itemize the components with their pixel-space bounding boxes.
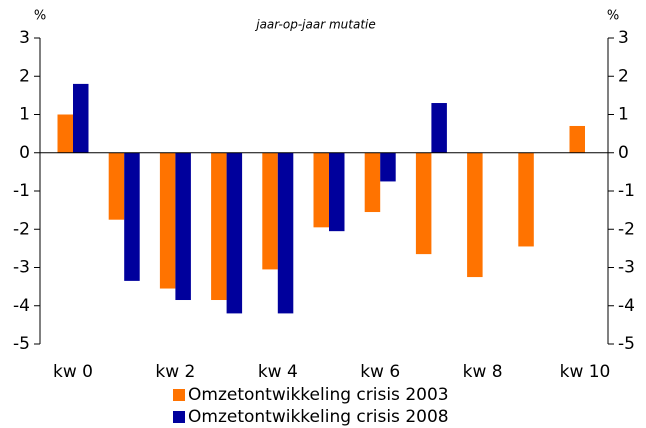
bar	[226, 152, 243, 314]
bar	[175, 152, 191, 301]
y-tick-label: 2	[19, 66, 30, 86]
y2-tick-label: -1	[618, 181, 635, 201]
y2-tick-label: 3	[618, 28, 629, 48]
y2-tick-label: 2	[618, 66, 629, 86]
y-tick-label: -1	[13, 181, 30, 201]
x-tick-label: kw 0	[53, 362, 93, 382]
bar	[124, 152, 140, 281]
bar	[569, 125, 585, 153]
bar	[518, 152, 534, 247]
bar	[329, 152, 345, 232]
x-tick-label: kw 6	[360, 362, 400, 382]
y-tick-label: -4	[13, 296, 30, 316]
y2-axis-unit: %	[607, 9, 619, 24]
y-tick-label: 1	[19, 105, 30, 125]
y2-tick-label: 0	[618, 143, 629, 163]
bar	[415, 152, 432, 255]
bar	[313, 152, 329, 228]
y-tick-label: -2	[13, 219, 30, 239]
x-tick-label: kw 10	[560, 362, 611, 382]
bar	[277, 152, 294, 314]
bar	[57, 114, 73, 153]
chart-subtitle: jaar-op-jaar mutatie	[254, 18, 376, 32]
bar	[467, 152, 483, 278]
bar	[431, 103, 447, 153]
y-tick-label: 0	[19, 143, 30, 163]
y2-tick-label: -5	[618, 334, 635, 354]
legend-swatch	[173, 411, 185, 423]
y-tick-label: 3	[19, 28, 30, 48]
y2-tick-label: -3	[618, 258, 635, 278]
y-tick-label: -5	[13, 334, 30, 354]
bar	[364, 152, 381, 213]
bar	[73, 83, 89, 153]
x-tick-label: kw 8	[463, 362, 503, 382]
x-tick-label: kw 4	[258, 362, 298, 382]
y-tick-label: -3	[13, 258, 30, 278]
bar	[159, 152, 176, 289]
bar	[380, 152, 396, 182]
legend-label: Omzetontwikkeling crisis 2003	[188, 385, 449, 405]
legend-swatch	[173, 389, 185, 401]
x-tick-label: kw 2	[155, 362, 195, 382]
y-axis-unit: %	[34, 9, 46, 24]
bar	[262, 152, 278, 270]
y2-tick-label: 1	[618, 105, 629, 125]
legend-label: Omzetontwikkeling crisis 2008	[188, 407, 449, 427]
y2-tick-label: -4	[618, 296, 635, 316]
y2-tick-label: -2	[618, 219, 635, 239]
bar	[108, 152, 125, 220]
bar	[211, 152, 227, 301]
